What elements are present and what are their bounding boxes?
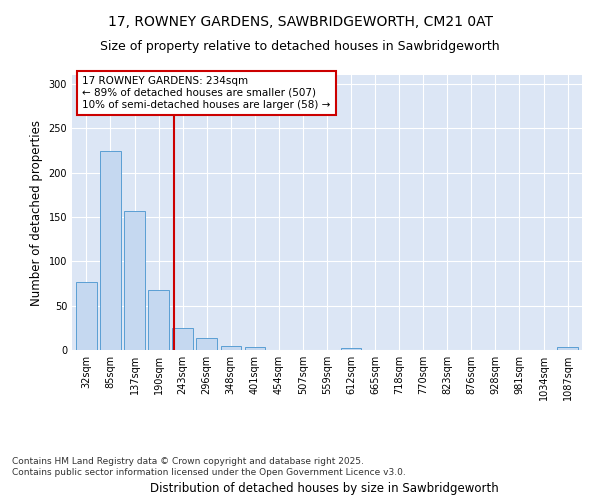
Text: Distribution of detached houses by size in Sawbridgeworth: Distribution of detached houses by size … (149, 482, 499, 495)
Text: 17, ROWNEY GARDENS, SAWBRIDGEWORTH, CM21 0AT: 17, ROWNEY GARDENS, SAWBRIDGEWORTH, CM21… (107, 15, 493, 29)
Bar (245, 348, 265, 350)
Bar (76, 282, 97, 350)
Bar (148, 290, 169, 350)
Bar (557, 348, 578, 350)
Y-axis label: Number of detached properties: Number of detached properties (30, 120, 43, 306)
Bar (341, 348, 361, 350)
Bar (221, 346, 241, 350)
Text: Contains HM Land Registry data © Crown copyright and database right 2025.
Contai: Contains HM Land Registry data © Crown c… (12, 458, 406, 477)
Bar (196, 338, 217, 350)
Text: Size of property relative to detached houses in Sawbridgeworth: Size of property relative to detached ho… (100, 40, 500, 53)
Bar (172, 328, 193, 350)
Text: 17 ROWNEY GARDENS: 234sqm
← 89% of detached houses are smaller (507)
10% of semi: 17 ROWNEY GARDENS: 234sqm ← 89% of detac… (82, 76, 331, 110)
Bar (100, 152, 121, 350)
Bar (124, 210, 145, 350)
